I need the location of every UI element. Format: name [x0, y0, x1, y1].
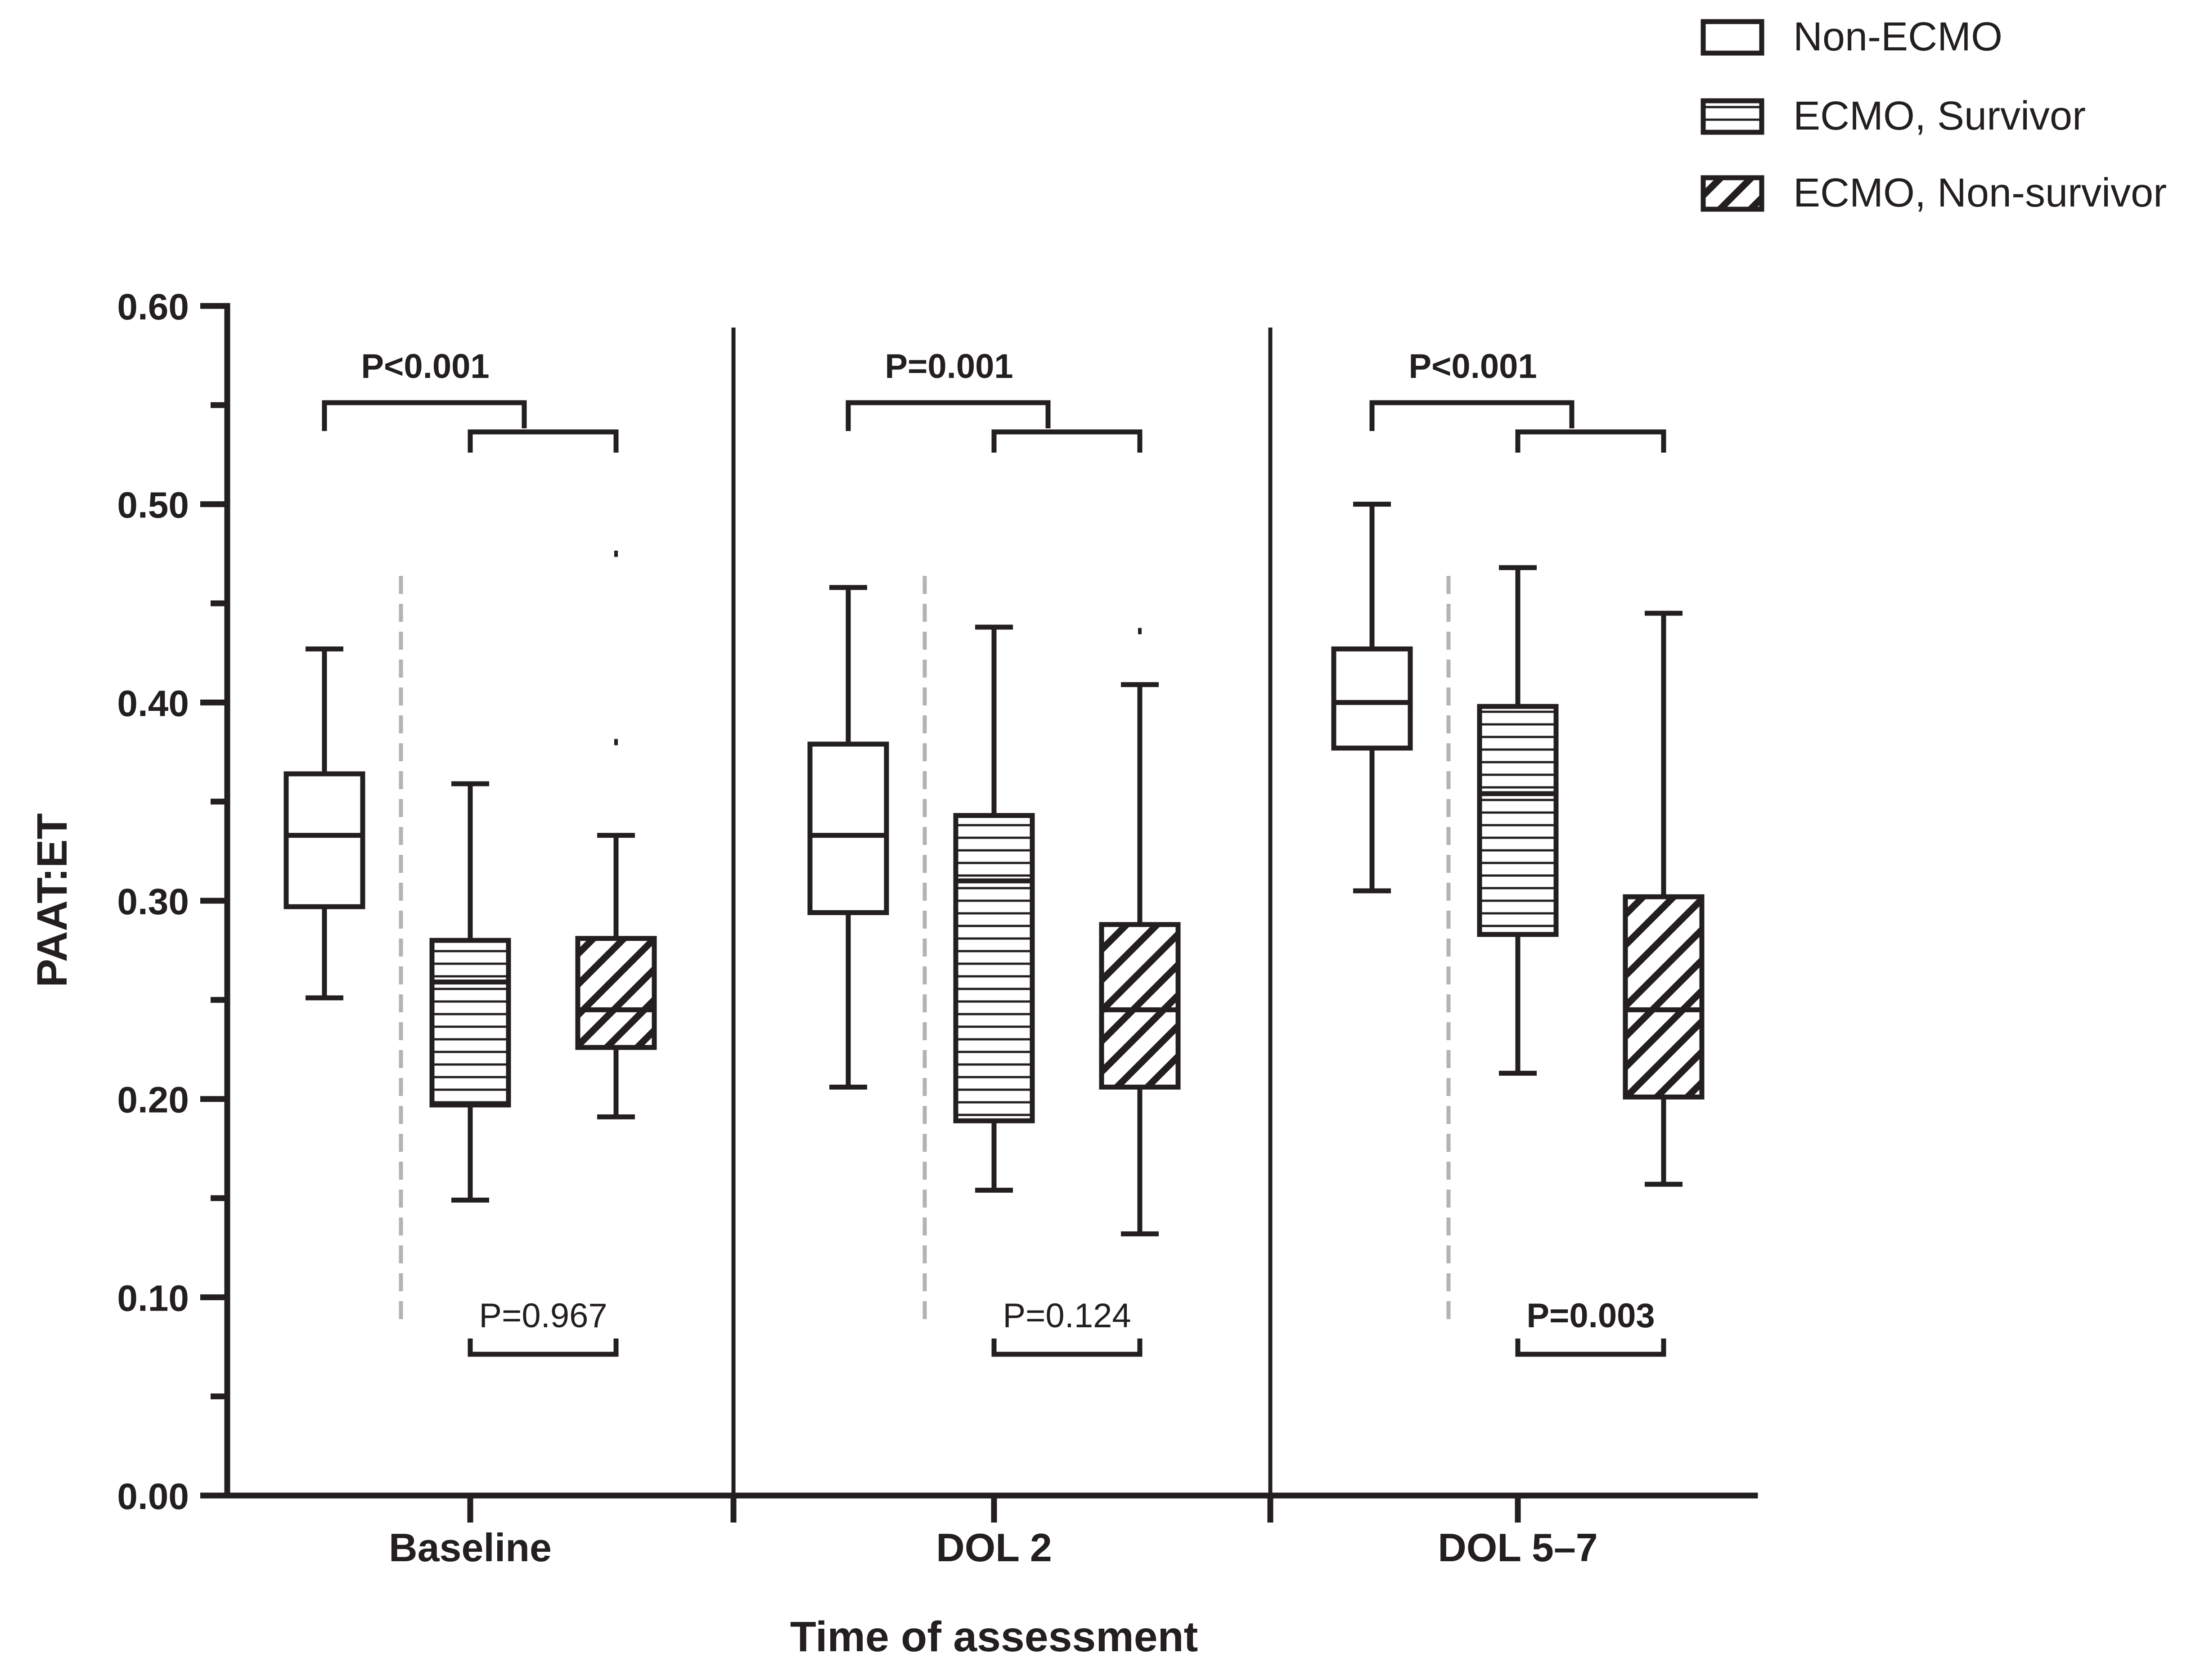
y-tick-label: 0.50: [117, 485, 189, 526]
legend-swatch-ecmo-non-survivor: [1701, 175, 1764, 212]
legend-label-non-ecmo: Non-ECMO: [1793, 14, 2002, 59]
y-ticks: 0.00 0.10 0.20 0.30 0.40 0.50 0.60: [117, 287, 227, 1517]
legend-item-non-ecmo: Non-ECMO: [1701, 14, 2002, 59]
y-tick-label: 0.20: [117, 1080, 189, 1121]
bracket-ecmo: [468, 429, 619, 453]
legend-label-ecmo-non-survivor: ECMO, Non-survivor: [1793, 171, 2167, 216]
box-non-ecmo-baseline: [283, 646, 365, 1001]
p-value-label: P<0.001: [361, 347, 489, 386]
legend-label-ecmo-survivor: ECMO, Survivor: [1793, 94, 2086, 139]
significance-dol-2-4: P=0.124: [991, 1297, 1143, 1357]
legend: Non-ECMO ECMO, Survivor ECMO, Non-surviv…: [1701, 14, 2167, 216]
bracket-main: [1369, 400, 1575, 431]
bracket-main: [846, 400, 1051, 431]
box-iqr: [429, 938, 511, 1108]
box-iqr: [953, 813, 1035, 1123]
bracket-ecmo: [991, 429, 1143, 453]
y-axis-title: PAAT:ET: [28, 813, 76, 987]
box-iqr: [1623, 894, 1705, 1100]
box-iqr: [807, 741, 889, 915]
y-tick-label: 0.60: [117, 287, 189, 328]
box-non-ecmo-dol-2: [807, 585, 889, 1090]
y-tick-label: 0.30: [117, 881, 189, 922]
outlier-point: [1138, 628, 1142, 634]
ecmo-divider-dashes: [399, 576, 1451, 1327]
box-ecmo-non-survivor-dol-5-7: [1623, 611, 1705, 1187]
box-ecmo-non-survivor-dol-2: [1099, 628, 1181, 1236]
bracket-main: [322, 400, 527, 431]
p-value-label: P=0.124: [1003, 1297, 1131, 1335]
x-ticks: Baseline DOL 2 DOL 5–7: [389, 1496, 1598, 1570]
p-value-label: P<0.001: [1408, 347, 1537, 386]
box-iqr: [283, 771, 365, 909]
significance-baseline-0: P<0.001: [322, 347, 619, 453]
legend-swatch-non-ecmo: [1701, 19, 1764, 56]
box-ecmo-survivor-dol-2: [953, 624, 1035, 1193]
y-tick-label: 0.10: [117, 1278, 189, 1319]
bracket-ecmo: [1515, 429, 1666, 453]
legend-swatch-ecmo-survivor: [1701, 98, 1764, 135]
p-value-label: P=0.967: [479, 1297, 607, 1335]
box-ecmo-non-survivor-baseline: [575, 550, 657, 1119]
x-axis-title: Time of assessment: [790, 1613, 1198, 1661]
box-iqr: [1477, 704, 1559, 937]
box-iqr: [1331, 646, 1413, 751]
bracket-ecmo-pair: [468, 1339, 619, 1357]
box-iqr: [1099, 922, 1181, 1090]
group-separators: [731, 328, 1273, 1496]
p-value-label: P=0.001: [885, 347, 1013, 386]
box-ecmo-survivor-baseline: [429, 781, 511, 1203]
box-non-ecmo-dol-5-7: [1331, 502, 1413, 894]
box-ecmo-survivor-dol-5-7: [1477, 565, 1559, 1076]
significance-dol-5-7-2: P<0.001: [1369, 347, 1666, 453]
significance-dol-5-7-5: P=0.003: [1515, 1297, 1666, 1357]
x-tick-label-baseline: Baseline: [389, 1525, 552, 1570]
y-tick-label: 0.40: [117, 683, 189, 724]
legend-item-ecmo-non-survivor: ECMO, Non-survivor: [1701, 171, 2167, 216]
outlier-point: [614, 739, 618, 746]
p-value-label: P=0.003: [1526, 1297, 1655, 1335]
x-tick-label-dol-2: DOL 2: [936, 1525, 1052, 1570]
box-iqr: [575, 936, 657, 1050]
x-tick-label-dol-5-7: DOL 5–7: [1438, 1525, 1597, 1570]
box-plots: [283, 502, 1705, 1236]
significance-brackets: P<0.001 P=0.001 P<0.001 P=0.967 P=0.124 P=0.0…: [322, 347, 1666, 1357]
significance-dol-2-1: P=0.001: [846, 347, 1143, 453]
bracket-ecmo-pair: [991, 1339, 1143, 1357]
bracket-ecmo-pair: [1515, 1339, 1666, 1357]
legend-item-ecmo-survivor: ECMO, Survivor: [1701, 94, 2086, 139]
y-tick-label: 0.00: [117, 1476, 189, 1517]
significance-baseline-3: P=0.967: [468, 1297, 619, 1357]
outlier-point: [614, 550, 618, 557]
